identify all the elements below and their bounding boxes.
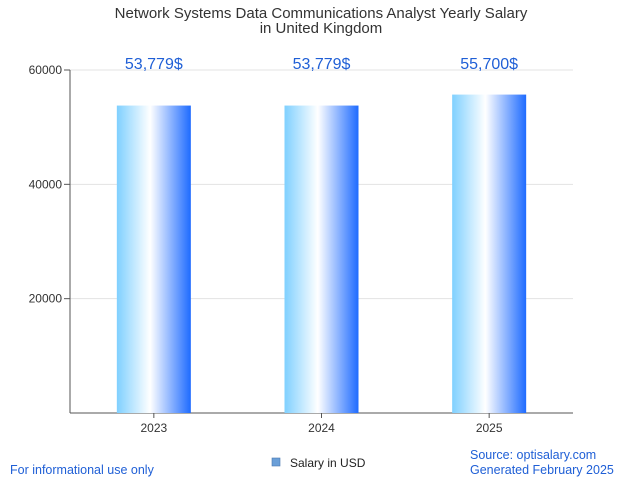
footer-disclaimer: For informational use only [10, 463, 155, 477]
footer-generated: Generated February 2025 [470, 463, 614, 477]
y-tick-label: 20000 [29, 292, 63, 306]
data-label-2023: 53,779$ [125, 56, 183, 73]
data-labels: 53,779$ 53,779$ 55,700$ [125, 56, 518, 73]
y-tick-label: 60000 [29, 63, 63, 77]
bars [116, 94, 527, 413]
legend-label: Salary in USD [290, 456, 366, 470]
data-label-2025: 55,700$ [460, 56, 518, 73]
data-label-2024: 53,779$ [293, 56, 351, 73]
chart-title-line2: in United Kingdom [260, 20, 383, 37]
bar-2025[interactable] [452, 94, 527, 413]
bar-2024[interactable] [284, 105, 359, 413]
x-tick-label-2024: 2024 [308, 421, 335, 435]
y-tick-label: 40000 [29, 177, 63, 191]
x-tick-label-2023: 2023 [140, 421, 167, 435]
legend-swatch [271, 457, 281, 467]
footer-source[interactable]: Source: optisalary.com [470, 448, 596, 462]
x-axis-ticks: 2023 2024 2025 [140, 413, 503, 435]
legend[interactable]: Salary in USD [271, 456, 366, 470]
y-axis-ticks: 20000 40000 60000 [29, 63, 70, 306]
x-tick-label-2025: 2025 [476, 421, 503, 435]
chart-title-line1: Network Systems Data Communications Anal… [115, 5, 528, 22]
bar-2023[interactable] [116, 105, 191, 413]
